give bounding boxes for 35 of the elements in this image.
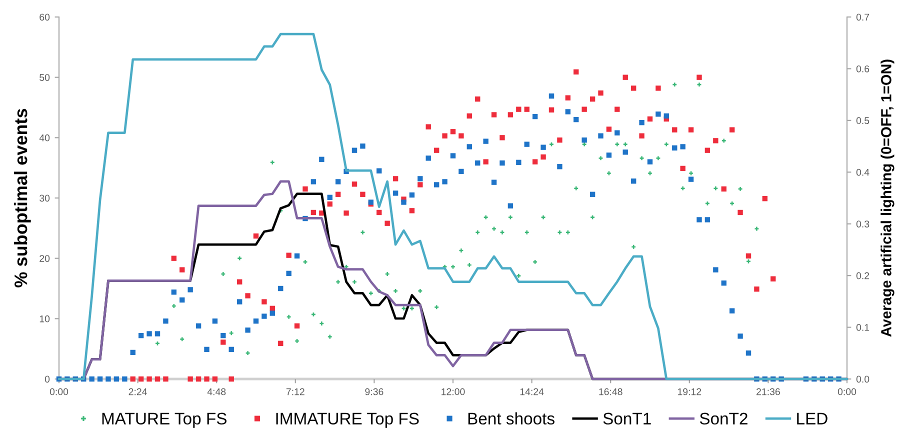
y2-tick-label: 0.1 bbox=[856, 324, 870, 331]
y2-tick-label: 0.6 bbox=[856, 65, 870, 72]
legend-label: MATURE Top FS bbox=[102, 412, 226, 428]
legend-label: SonT2 bbox=[700, 412, 748, 425]
y2-tick-label: 0.7 bbox=[856, 14, 870, 21]
legend-label: IMMATURE Top FS bbox=[276, 412, 419, 428]
y-tick-label: 40 bbox=[39, 134, 50, 142]
line-series bbox=[58, 32, 848, 380]
y-axis-title: % suboptimal events bbox=[14, 108, 31, 288]
legend-label: SonT1 bbox=[603, 412, 651, 425]
y2-tick-label: 0.3 bbox=[856, 220, 870, 228]
x-tick-label: 19:12 bbox=[678, 388, 702, 396]
y-tick-label: 20 bbox=[40, 255, 50, 262]
legend-label: Bent shoots bbox=[468, 412, 554, 425]
y2-axis-title: Average artificial lighting (0=OFF, 1=ON) bbox=[880, 60, 894, 337]
y2-tick-label: 0.2 bbox=[856, 272, 870, 280]
x-tick-label: 9:36 bbox=[365, 388, 384, 396]
x-tick-label: 7:12 bbox=[286, 388, 304, 396]
y2-tick-label: 0.0 bbox=[856, 376, 870, 383]
y2-tick-label: 0.4 bbox=[856, 168, 870, 176]
legend-label: LED bbox=[797, 412, 828, 424]
x-tick-label: 4:48 bbox=[207, 388, 226, 396]
x-tick-label: 12:00 bbox=[442, 388, 465, 396]
x-tick-label: 16:48 bbox=[599, 388, 622, 396]
y-tick-label: 10 bbox=[40, 315, 50, 322]
y-tick-label: 60 bbox=[40, 14, 50, 21]
y2-tick-label: 0.5 bbox=[856, 117, 870, 124]
x-tick-label: 0:00 bbox=[50, 388, 68, 396]
y-tick-label: 0 bbox=[44, 376, 50, 383]
x-tick-label: 21:36 bbox=[756, 388, 780, 396]
x-tick-label: 2:24 bbox=[128, 388, 147, 396]
y-tick-label: 50 bbox=[40, 74, 50, 81]
x-tick-label: 0:00 bbox=[838, 388, 856, 396]
y-tick-label: 30 bbox=[40, 194, 50, 202]
x-tick-label: 14:24 bbox=[520, 388, 544, 396]
